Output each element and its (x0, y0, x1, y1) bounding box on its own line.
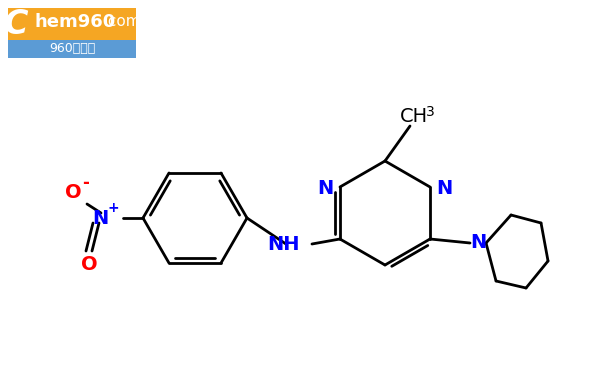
Text: CH: CH (400, 106, 428, 126)
Text: O: O (65, 183, 81, 201)
FancyBboxPatch shape (8, 40, 136, 58)
Text: C: C (4, 8, 28, 40)
Text: -: - (82, 174, 90, 192)
Text: N: N (93, 210, 109, 228)
Text: hem960: hem960 (34, 13, 115, 31)
Text: O: O (80, 255, 97, 273)
Text: N: N (436, 178, 453, 198)
FancyBboxPatch shape (8, 8, 136, 40)
Text: 960化工网: 960化工网 (49, 42, 95, 56)
Text: NH: NH (267, 236, 300, 255)
Text: N: N (318, 178, 334, 198)
Text: +: + (107, 201, 119, 215)
Text: N: N (470, 234, 486, 252)
Text: 3: 3 (426, 105, 434, 119)
Text: .com: .com (103, 15, 140, 30)
